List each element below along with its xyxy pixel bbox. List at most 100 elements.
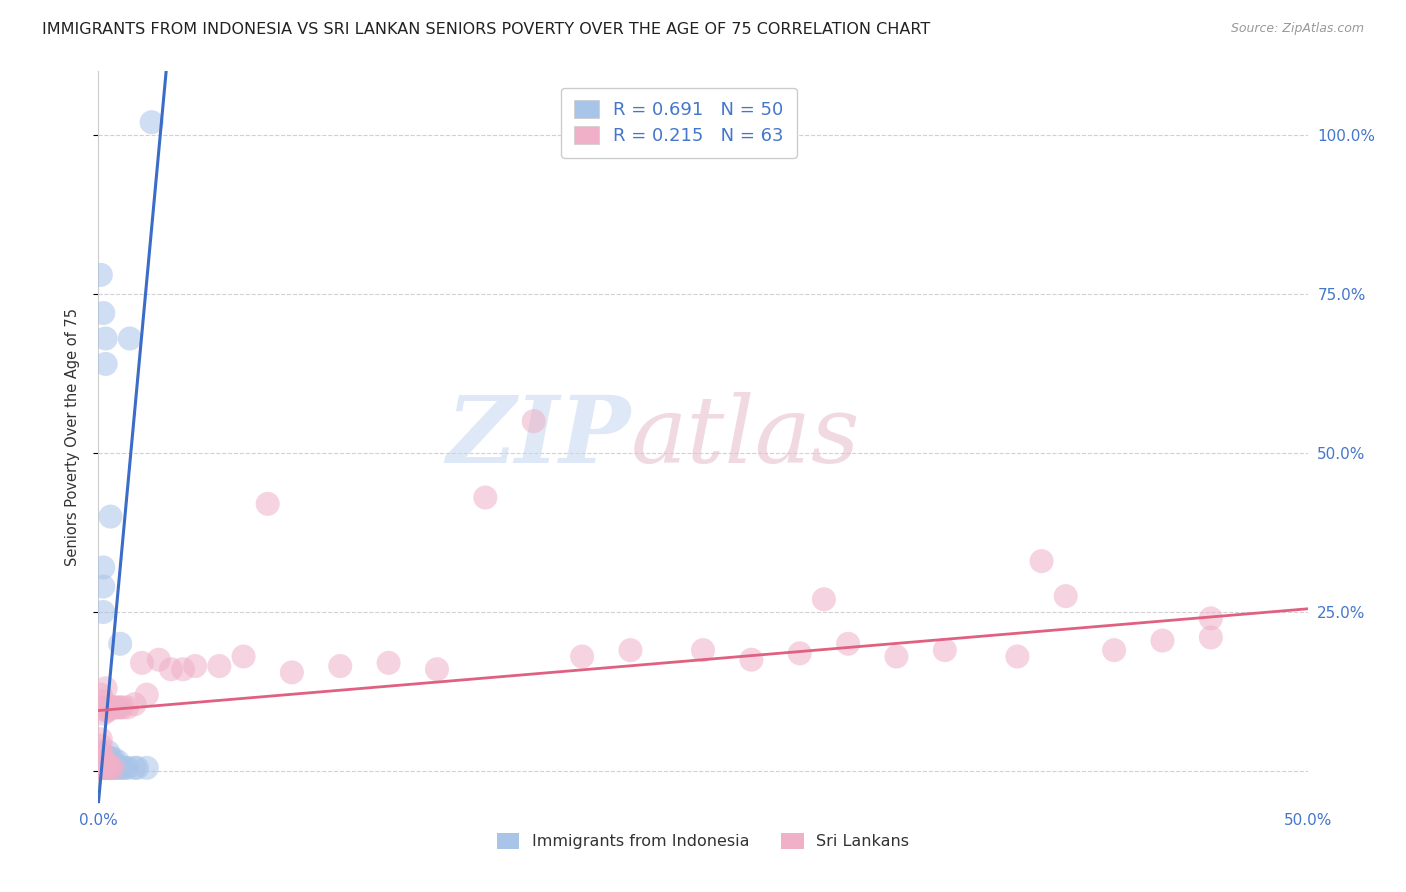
Point [90, 760, 112, 774]
Y-axis label: Seniors Poverty Over the Age of 75: Seniors Poverty Over the Age of 75 [65, 308, 80, 566]
Legend: Immigrants from Indonesia, Sri Lankans: Immigrants from Indonesia, Sri Lankans [485, 822, 921, 861]
Point [97, 761, 120, 775]
Point [1199, 611, 1222, 625]
Point [108, 700, 131, 714]
Point [124, 697, 146, 711]
Text: IMMIGRANTS FROM INDONESIA VS SRI LANKAN SENIORS POVERTY OVER THE AGE OF 75 CORRE: IMMIGRANTS FROM INDONESIA VS SRI LANKAN … [42, 22, 931, 37]
Point [90, 755, 112, 769]
Point [813, 592, 835, 607]
Point [124, 761, 146, 775]
Point [90, 759, 112, 773]
Point [108, 761, 131, 775]
Point [135, 761, 157, 775]
Point [100, 757, 122, 772]
Point [111, 761, 134, 775]
Point [91, 761, 114, 775]
Point [148, 653, 170, 667]
Point [184, 659, 207, 673]
Point [90, 751, 112, 765]
Point [97, 761, 120, 775]
Point [117, 700, 139, 714]
Point [104, 700, 127, 714]
Point [1199, 631, 1222, 645]
Point [97, 757, 120, 772]
Point [90, 761, 112, 775]
Point [107, 755, 129, 769]
Point [100, 700, 122, 714]
Point [94, 761, 117, 775]
Point [740, 653, 762, 667]
Point [94, 761, 117, 775]
Point [90, 745, 112, 759]
Point [91, 580, 114, 594]
Text: atlas: atlas [630, 392, 860, 482]
Point [94, 681, 117, 696]
Point [329, 659, 352, 673]
Point [104, 757, 127, 772]
Point [1031, 554, 1053, 568]
Point [107, 700, 129, 714]
Point [101, 700, 124, 714]
Point [1007, 649, 1029, 664]
Point [789, 646, 811, 660]
Point [97, 704, 120, 718]
Point [90, 756, 112, 771]
Point [101, 761, 124, 775]
Point [90, 753, 112, 767]
Point [117, 761, 139, 775]
Point [91, 755, 114, 769]
Point [208, 659, 231, 673]
Point [91, 748, 114, 763]
Point [90, 757, 112, 772]
Point [100, 761, 122, 775]
Point [101, 751, 124, 765]
Point [91, 757, 114, 772]
Point [97, 745, 120, 759]
Point [934, 643, 956, 657]
Point [111, 700, 134, 714]
Point [692, 643, 714, 657]
Point [90, 688, 112, 702]
Point [256, 497, 278, 511]
Point [91, 605, 114, 619]
Point [571, 649, 593, 664]
Point [90, 268, 112, 282]
Point [886, 649, 908, 664]
Point [91, 560, 114, 574]
Point [1054, 589, 1077, 603]
Point [523, 414, 546, 428]
Point [160, 662, 183, 676]
Point [97, 757, 120, 772]
Point [91, 751, 114, 765]
Point [135, 688, 157, 702]
Point [94, 704, 117, 718]
Point [90, 755, 112, 769]
Point [100, 761, 122, 775]
Point [118, 331, 141, 345]
Point [619, 643, 641, 657]
Point [837, 637, 859, 651]
Point [90, 748, 112, 763]
Point [94, 755, 117, 769]
Point [131, 656, 153, 670]
Point [91, 757, 114, 772]
Point [100, 509, 122, 524]
Point [474, 491, 496, 505]
Point [377, 656, 399, 670]
Point [94, 331, 117, 345]
Point [426, 662, 449, 676]
Point [91, 694, 114, 708]
Point [172, 662, 194, 676]
Point [107, 761, 129, 775]
Point [127, 761, 149, 775]
Point [281, 665, 304, 680]
Point [91, 761, 114, 775]
Point [90, 761, 112, 775]
Point [1102, 643, 1125, 657]
Point [101, 761, 124, 775]
Point [94, 757, 117, 772]
Point [104, 761, 127, 775]
Point [90, 732, 112, 747]
Point [100, 751, 122, 765]
Point [114, 761, 136, 775]
